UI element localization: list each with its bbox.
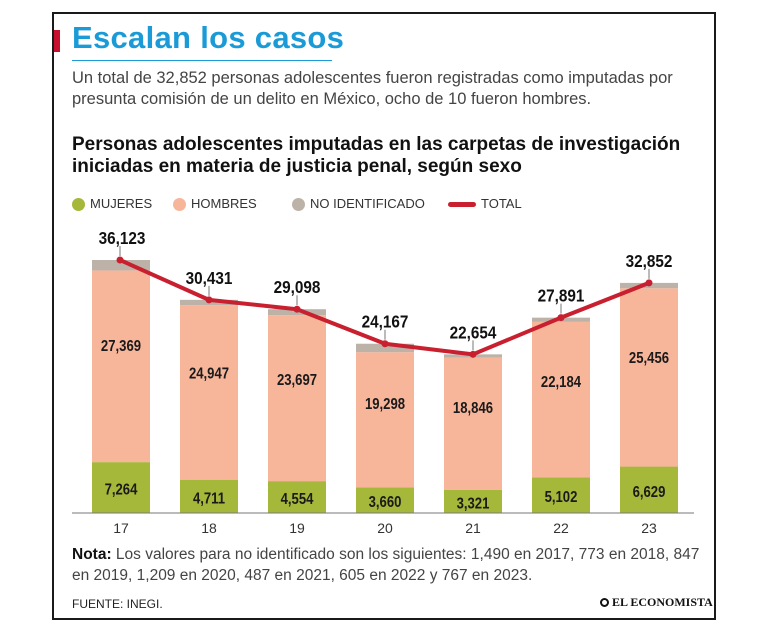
title-underline xyxy=(72,60,332,61)
total-label-18: 30,431 xyxy=(186,268,233,288)
bar-segment-mujeres-22 xyxy=(532,477,590,513)
legend-label-no-identificado: NO IDENTIFICADO xyxy=(310,196,425,211)
bar-label-hombres-22: 22,184 xyxy=(541,374,582,391)
bar-segment-no-identificado-20 xyxy=(356,343,414,353)
brand-mark-icon xyxy=(600,598,609,607)
x-tick-label-19: 19 xyxy=(289,520,305,536)
bar-segment-mujeres-17 xyxy=(92,462,150,513)
bar-label-mujeres-18: 4,711 xyxy=(193,490,225,507)
bar-label-mujeres-23: 6,629 xyxy=(633,484,666,501)
total-point-20 xyxy=(381,340,389,348)
bar-segment-mujeres-23 xyxy=(620,466,678,513)
bar-label-hombres-19: 23,697 xyxy=(277,372,317,389)
note-text: Los valores para no identificado son los… xyxy=(72,546,700,584)
total-point-22 xyxy=(557,314,565,322)
bar-label-mujeres-21: 3,321 xyxy=(457,495,490,512)
x-tick-label-18: 18 xyxy=(201,520,217,536)
bar-segment-hombres-22 xyxy=(532,321,590,478)
total-point-17 xyxy=(116,256,124,264)
bar-segment-mujeres-18 xyxy=(180,480,238,513)
bar-segment-mujeres-19 xyxy=(268,481,326,513)
bar-segment-mujeres-20 xyxy=(356,487,414,513)
legend-swatch-mujeres xyxy=(72,198,85,211)
x-tick-label-20: 20 xyxy=(377,520,393,536)
chart-note: Nota: Los valores para no identificado s… xyxy=(72,544,702,586)
bar-segment-hombres-23 xyxy=(620,288,678,467)
x-tick-label-21: 21 xyxy=(465,520,481,536)
bar-segment-hombres-19 xyxy=(268,315,326,482)
bar-label-mujeres-22: 5,102 xyxy=(545,489,578,506)
bar-segment-hombres-20 xyxy=(356,352,414,488)
brand-logo: EL ECONOMISTA xyxy=(600,595,713,610)
bar-label-hombres-20: 19,298 xyxy=(365,396,405,413)
total-label-17: 36,123 xyxy=(99,228,146,248)
bar-label-mujeres-17: 7,264 xyxy=(105,481,139,498)
total-label-20: 24,167 xyxy=(362,312,409,332)
note-label: Nota: xyxy=(72,546,112,563)
legend-label-total: TOTAL xyxy=(481,196,522,211)
page-title: Escalan los casos xyxy=(72,20,345,55)
total-label-23: 32,852 xyxy=(626,251,673,271)
total-point-23 xyxy=(645,279,653,287)
total-label-19: 29,098 xyxy=(274,277,321,297)
total-point-19 xyxy=(293,305,301,313)
bar-segment-hombres-18 xyxy=(180,305,238,481)
total-label-21: 22,654 xyxy=(450,322,497,342)
bar-label-hombres-23: 25,456 xyxy=(629,350,669,367)
source-credit: FUENTE: INEGI. xyxy=(72,597,163,611)
brand-name: EL ECONOMISTA xyxy=(612,595,713,609)
title-accent-bar xyxy=(54,30,60,52)
bar-segment-no-identificado-17 xyxy=(92,260,150,271)
chart-title: Personas adolescentes imputadas en las c… xyxy=(72,134,681,177)
x-tick-label-22: 22 xyxy=(553,520,569,536)
bar-segment-hombres-17 xyxy=(92,270,150,463)
legend-label-hombres: HOMBRES xyxy=(191,196,257,211)
bar-label-hombres-17: 27,369 xyxy=(101,338,141,355)
page-subtitle: Un total de 32,852 personas adolescentes… xyxy=(72,69,673,108)
x-tick-label-23: 23 xyxy=(641,520,657,536)
bar-segment-hombres-21 xyxy=(444,357,502,490)
bar-segment-mujeres-21 xyxy=(444,489,502,513)
legend-swatch-no-identificado xyxy=(292,198,305,211)
x-tick-label-17: 17 xyxy=(113,520,129,536)
total-label-22: 27,891 xyxy=(538,285,585,305)
bar-label-hombres-21: 18,846 xyxy=(453,400,493,417)
bar-label-mujeres-19: 4,554 xyxy=(281,491,315,508)
legend-label-mujeres: MUJERES xyxy=(90,196,153,211)
bar-label-hombres-18: 24,947 xyxy=(189,366,229,383)
legend-swatch-hombres xyxy=(173,198,186,211)
total-point-21 xyxy=(469,350,477,358)
total-point-18 xyxy=(205,296,213,304)
bar-label-mujeres-20: 3,660 xyxy=(369,494,402,511)
infographic-frame xyxy=(52,12,716,620)
legend-swatch-total xyxy=(448,202,476,207)
